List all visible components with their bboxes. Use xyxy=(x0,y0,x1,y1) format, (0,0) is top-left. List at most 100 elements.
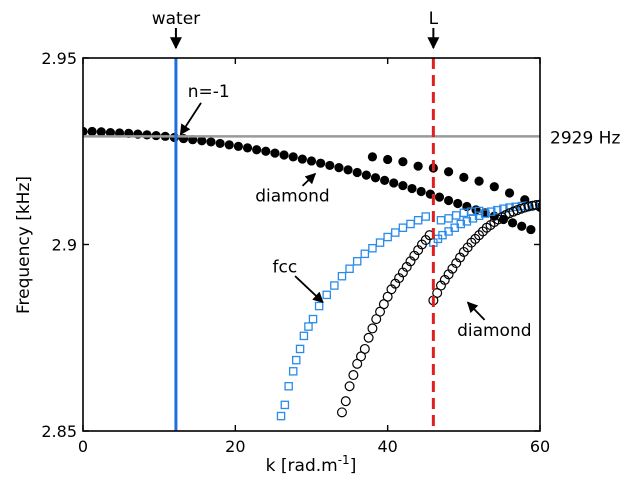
series-0 xyxy=(83,126,540,235)
data-point xyxy=(380,175,390,185)
data-point xyxy=(416,186,426,197)
data-point xyxy=(480,209,490,218)
y-tick-label: 2.95 xyxy=(41,49,77,68)
data-point xyxy=(413,216,423,225)
annotation-arrow xyxy=(179,102,202,136)
water-label: water xyxy=(152,9,200,29)
data-point xyxy=(352,257,362,266)
data-point xyxy=(383,154,393,165)
data-point xyxy=(389,178,399,188)
l-label: L xyxy=(429,9,439,29)
data-point xyxy=(215,138,225,149)
data-point xyxy=(252,145,262,155)
frequency-2929hz-label: 2929 Hz xyxy=(550,128,620,148)
series-2 xyxy=(336,199,540,418)
data-point xyxy=(367,152,378,162)
data-point xyxy=(511,202,520,212)
data-point xyxy=(515,203,526,214)
data-point xyxy=(308,314,318,324)
data-point xyxy=(284,381,293,391)
data-point xyxy=(363,332,374,343)
data-point xyxy=(343,165,353,175)
annotation-layer: n=-1 diamond fcc diamond xyxy=(179,82,532,341)
data-point xyxy=(87,126,97,137)
data-point xyxy=(322,290,331,300)
annotation-label: diamond xyxy=(457,321,531,341)
data-point xyxy=(421,212,430,221)
data-point xyxy=(375,238,385,247)
data-point xyxy=(336,407,347,418)
series-1 xyxy=(276,200,540,421)
data-point xyxy=(105,128,116,138)
x-tick-label: 0 xyxy=(78,437,88,456)
data-point xyxy=(359,343,370,354)
data-point xyxy=(348,370,359,381)
x-tick-label: 20 xyxy=(225,437,245,456)
data-point xyxy=(451,211,461,220)
y-tick-label: 2.9 xyxy=(52,236,77,255)
series-layer xyxy=(83,126,540,421)
data-point xyxy=(406,219,415,229)
data-point xyxy=(531,199,540,210)
data-point xyxy=(413,161,423,171)
data-point xyxy=(383,232,392,242)
data-point xyxy=(398,180,408,191)
data-point xyxy=(398,157,408,167)
data-point xyxy=(83,126,88,137)
data-point xyxy=(504,188,515,198)
data-point xyxy=(489,182,499,192)
data-point xyxy=(224,140,234,150)
data-point xyxy=(280,400,290,410)
data-point xyxy=(367,323,378,334)
data-point xyxy=(352,167,362,178)
annotation-label: n=-1 xyxy=(188,82,230,102)
data-point xyxy=(304,322,313,331)
data-point xyxy=(487,207,496,216)
data-point xyxy=(142,130,152,140)
data-point xyxy=(517,221,527,231)
data-point xyxy=(295,344,305,354)
data-point xyxy=(493,205,502,215)
annotation-arrow xyxy=(301,172,317,187)
data-point xyxy=(297,154,307,164)
data-point xyxy=(288,367,298,376)
data-point xyxy=(242,143,253,153)
data-point xyxy=(453,198,463,209)
data-point xyxy=(434,192,445,202)
data-point xyxy=(299,331,309,341)
data-point xyxy=(206,137,216,147)
data-point xyxy=(314,301,324,311)
data-point xyxy=(391,228,400,237)
data-point xyxy=(337,271,347,281)
data-point xyxy=(330,281,339,290)
annotation-label: fcc xyxy=(272,257,297,277)
data-point xyxy=(316,158,326,168)
data-point xyxy=(444,214,453,223)
data-point xyxy=(526,224,536,235)
data-point xyxy=(276,411,286,421)
data-point xyxy=(292,355,301,365)
tick-layer: 0 20 40 60 2.85 2.9 2.95 xyxy=(41,49,550,456)
data-point xyxy=(407,183,417,194)
data-point xyxy=(474,176,484,186)
data-point xyxy=(270,148,280,158)
data-point xyxy=(325,160,335,171)
data-point xyxy=(370,173,381,183)
data-point xyxy=(360,249,370,259)
data-point xyxy=(279,150,289,160)
data-point xyxy=(474,206,484,216)
y-tick-label: 2.85 xyxy=(41,422,77,441)
data-point xyxy=(96,127,106,137)
data-point xyxy=(444,195,454,206)
data-point xyxy=(368,243,377,253)
annotation-arrow xyxy=(466,301,486,321)
data-point xyxy=(519,202,530,213)
data-point xyxy=(345,264,354,273)
x-axis-label: k [rad.m-1] xyxy=(266,453,357,476)
data-point xyxy=(459,172,469,182)
data-point xyxy=(340,396,351,407)
x-tick-label: 60 xyxy=(530,437,550,456)
data-point xyxy=(523,201,534,212)
data-point xyxy=(527,200,538,211)
x-tick-label: 40 xyxy=(377,437,397,456)
